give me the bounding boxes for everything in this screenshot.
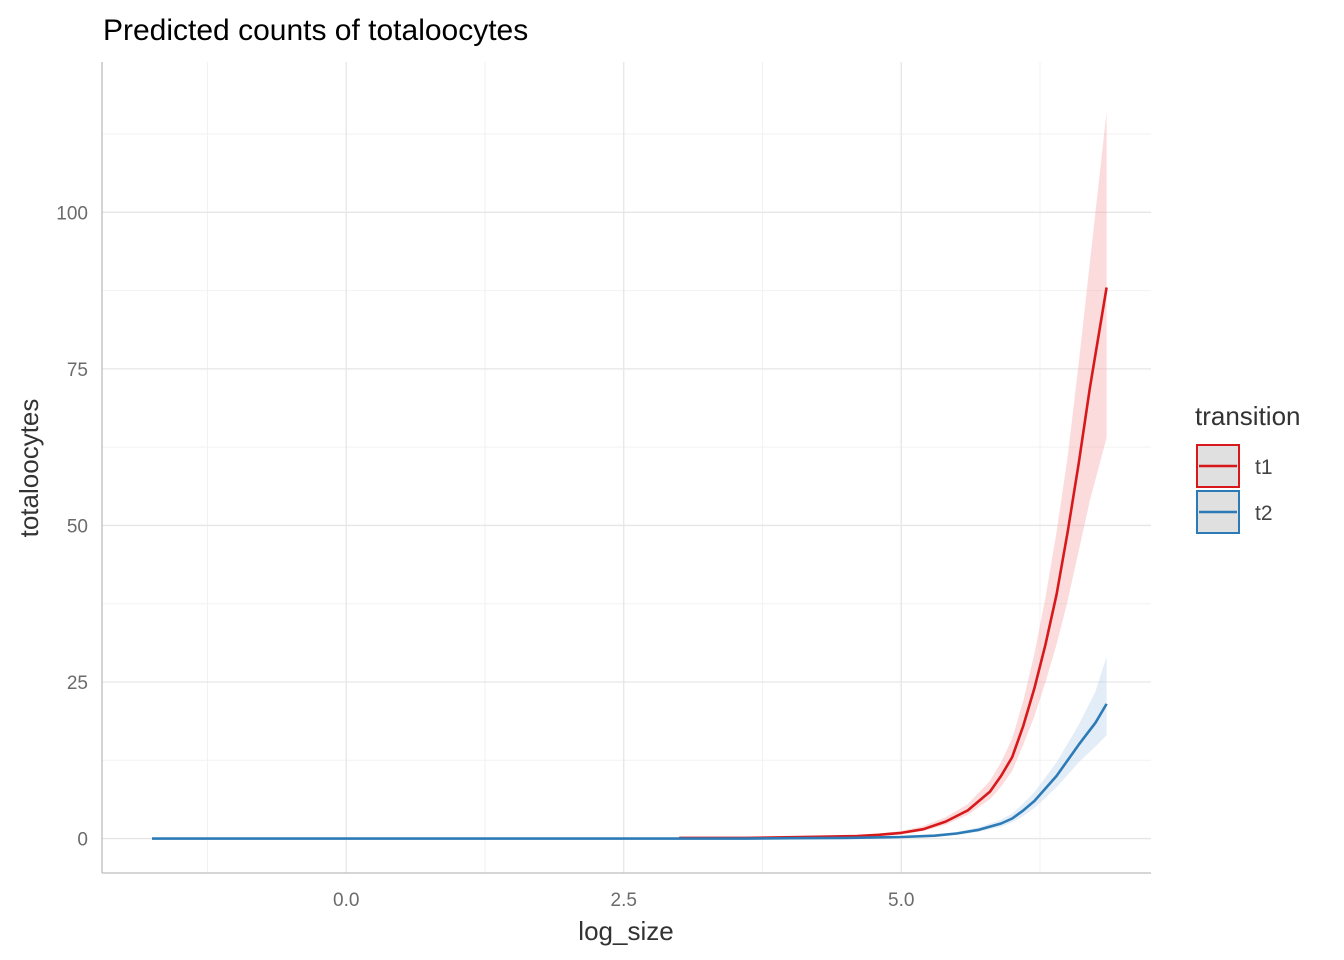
x-tick-label: 5.0 — [888, 890, 914, 911]
y-tick-label: 25 — [67, 673, 88, 694]
ribbon-t1 — [679, 112, 1107, 839]
legend-title: transition — [1195, 401, 1301, 431]
grid — [102, 62, 1151, 873]
legend-label-t1: t1 — [1255, 456, 1273, 479]
chart-title: Predicted counts of totaloocytes — [103, 14, 528, 47]
y-tick-label: 0 — [77, 830, 88, 851]
y-tick-label: 75 — [67, 360, 88, 381]
line-t1 — [679, 287, 1108, 840]
y-axis-title: totaloocytes — [14, 399, 44, 538]
y-tick-label: 100 — [56, 203, 88, 224]
x-tick-label: 0.0 — [333, 890, 359, 911]
series-lines — [152, 287, 1108, 840]
y-tick-labels: 0 25 50 75 100 — [56, 203, 88, 850]
y-tick-label: 50 — [67, 516, 88, 537]
ribbons — [152, 112, 1107, 839]
x-tick-label: 2.5 — [611, 890, 637, 911]
line-t2 — [152, 703, 1108, 840]
legend-label-t2: t2 — [1255, 502, 1273, 525]
legend: transition t1 t2 — [1195, 401, 1301, 534]
x-axis-title: log_size — [578, 916, 673, 946]
x-tick-labels: 0.0 2.5 5.0 — [333, 890, 914, 911]
ribbon-t2 — [152, 656, 1107, 839]
legend-item-t1: t1 — [1196, 444, 1273, 488]
legend-item-t2: t2 — [1196, 490, 1273, 534]
